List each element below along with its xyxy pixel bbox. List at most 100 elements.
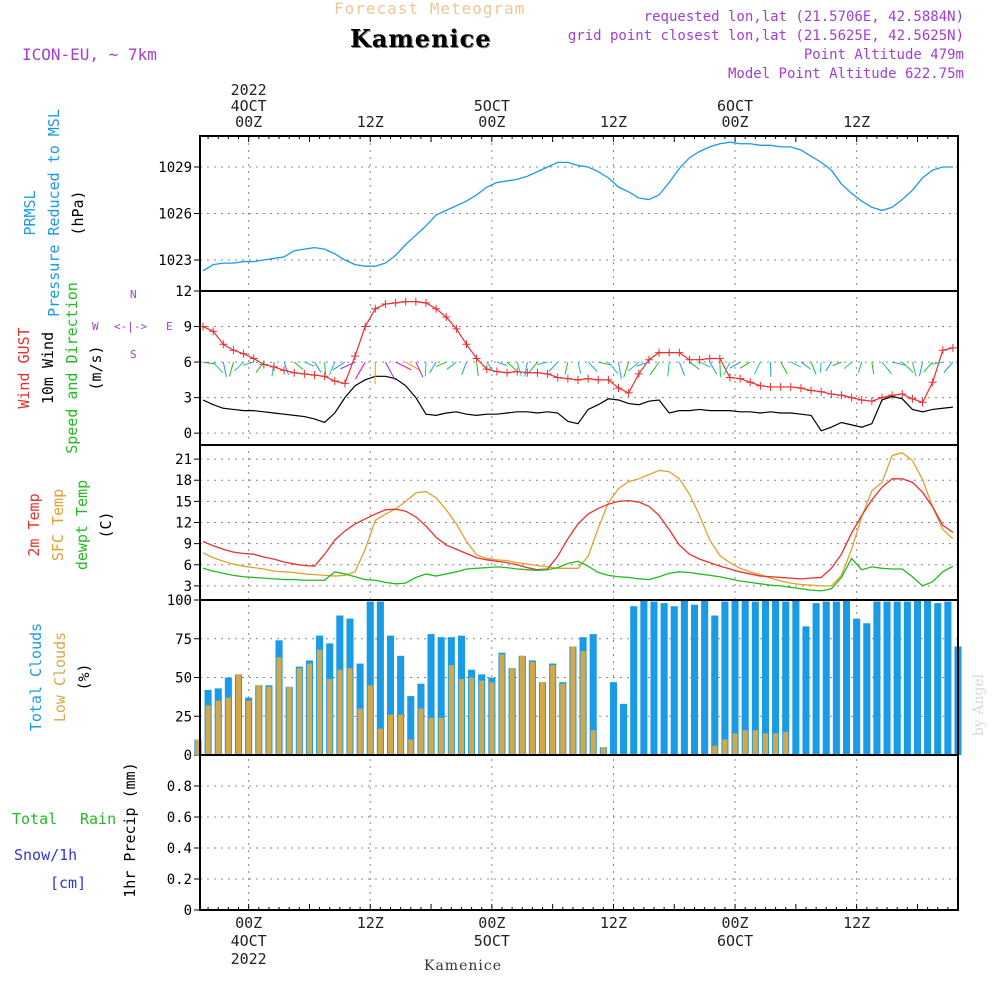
low-cloud-bar <box>215 700 221 755</box>
wind-direction-arrow <box>324 362 327 375</box>
wind-direction-arrow <box>461 361 467 376</box>
low-cloud-bar <box>256 685 262 755</box>
wind-direction-arrow <box>667 362 670 377</box>
wind-direction-arrow <box>516 361 522 376</box>
total-cloud-bar <box>802 626 810 755</box>
label-snow: Snow/1h <box>14 846 77 864</box>
low-cloud-bar <box>539 682 546 755</box>
wind-direction-arrow <box>229 361 234 377</box>
gust-marker <box>948 343 957 352</box>
low-cloud-bar <box>246 700 252 755</box>
top-tick-label-3-0: 12Z <box>600 113 627 131</box>
total-cloud-bar <box>842 600 851 755</box>
wind-direction-arrow <box>739 361 751 369</box>
gust-marker <box>807 386 816 395</box>
low-cloud-bar <box>418 708 424 755</box>
total-cloud-bar <box>386 635 395 755</box>
total-cloud-bar <box>690 604 699 755</box>
watermark-text: by Angel <box>971 673 987 736</box>
wind-direction-arrow <box>435 361 447 368</box>
wind-direction-arrow <box>332 361 346 371</box>
dewpt-line <box>202 557 954 592</box>
total-cloud-bar <box>883 601 891 755</box>
gust-marker <box>492 367 501 376</box>
hdr-point-alt: Point Altitude 479m <box>803 47 964 63</box>
y-tick-label-3: 15 <box>175 494 192 510</box>
low-cloud-bar <box>276 657 282 755</box>
y-tick-label-2: 12 <box>175 284 192 300</box>
y-tick-label-2: 3 <box>184 391 192 407</box>
label-pressure: PRMSL Pressure Reduced to MSL (hPa) <box>21 109 87 317</box>
total-cloud-bar <box>853 618 861 755</box>
low-cloud-bar <box>205 705 211 755</box>
label-temp-3: (C) <box>97 511 115 538</box>
gust-marker <box>361 322 370 331</box>
y-tick-label-4: 100 <box>167 593 192 609</box>
total-cloud-bar <box>822 601 830 755</box>
y-tick-label-5: 0 <box>184 903 192 919</box>
low-cloud-bar <box>458 679 464 755</box>
y-tick-label-3: 9 <box>184 537 192 553</box>
wind-direction-arrow <box>340 361 356 370</box>
y-tick-label-1: 1023 <box>158 253 192 269</box>
wind-direction-arrow <box>810 361 817 375</box>
wind-direction-arrow <box>825 361 832 372</box>
low-cloud-bar <box>296 668 302 755</box>
total-cloud-bar <box>772 600 780 755</box>
total-cloud-bar <box>741 600 749 755</box>
gust-marker <box>543 369 552 378</box>
gust-marker <box>746 378 755 387</box>
total-cloud-bar <box>650 601 658 755</box>
wind-direction-arrow <box>496 361 508 367</box>
y-tick-label-1: 1029 <box>158 160 192 176</box>
wind-direction-arrow <box>689 361 700 370</box>
y-tick-label-3: 21 <box>175 452 192 468</box>
compass-arrows: <-|-> <box>114 320 147 333</box>
bottom-tick-label-1-0: 12Z <box>357 914 384 932</box>
gust-marker <box>675 348 684 357</box>
wind-direction-arrow <box>729 361 741 369</box>
wind-direction-arrow <box>931 361 943 365</box>
top-tick-label-4-0: 6OCT <box>717 97 753 115</box>
compass-w: W <box>92 320 99 333</box>
gust-marker <box>553 373 562 382</box>
temp-2m-line <box>202 478 954 580</box>
wind-direction-arrow <box>608 361 619 375</box>
wind-direction-arrow <box>598 361 611 366</box>
gust-marker <box>614 384 623 393</box>
label-clouds-2: (%) <box>75 663 93 690</box>
total-cloud-bar <box>680 600 688 755</box>
total-cloud-bar <box>620 703 628 755</box>
total-cloud-bar <box>863 623 871 755</box>
wind-direction-arrow <box>395 361 412 371</box>
total-cloud-bar <box>376 601 384 755</box>
wind-direction-arrow <box>293 361 304 370</box>
wind-direction-arrow <box>618 361 622 379</box>
wind-direction-arrow <box>283 361 290 376</box>
low-cloud-bar <box>570 646 576 755</box>
gust-marker <box>452 324 461 333</box>
wind-direction-arrow <box>486 361 495 373</box>
total-cloud-bar <box>751 601 759 755</box>
y-tick-label-5: 0.8 <box>167 779 192 795</box>
label-rain-total: Total <box>12 810 57 828</box>
wind-direction-arrow <box>871 362 875 375</box>
gust-marker <box>594 375 603 384</box>
low-cloud-bar <box>266 686 272 755</box>
gust-line <box>202 301 954 404</box>
bottom-tick-label-0-2: 2022 <box>231 950 267 968</box>
wind-direction-arrow <box>819 362 822 373</box>
total-cloud-bar <box>731 600 739 755</box>
total-cloud-bar <box>832 601 840 755</box>
low-cloud-bar <box>448 665 454 755</box>
wind-direction-arrow <box>923 361 934 373</box>
bottom-tick-label-0-1: 4OCT <box>231 932 267 950</box>
total-cloud-bar <box>761 600 770 755</box>
gust-marker <box>655 348 664 357</box>
gust-marker <box>715 354 724 363</box>
low-cloud-bar <box>762 733 769 755</box>
low-cloud-bar <box>428 717 434 755</box>
wind-direction-arrow <box>709 361 718 375</box>
total-cloud-bar <box>609 682 618 755</box>
total-cloud-bar <box>893 601 901 755</box>
